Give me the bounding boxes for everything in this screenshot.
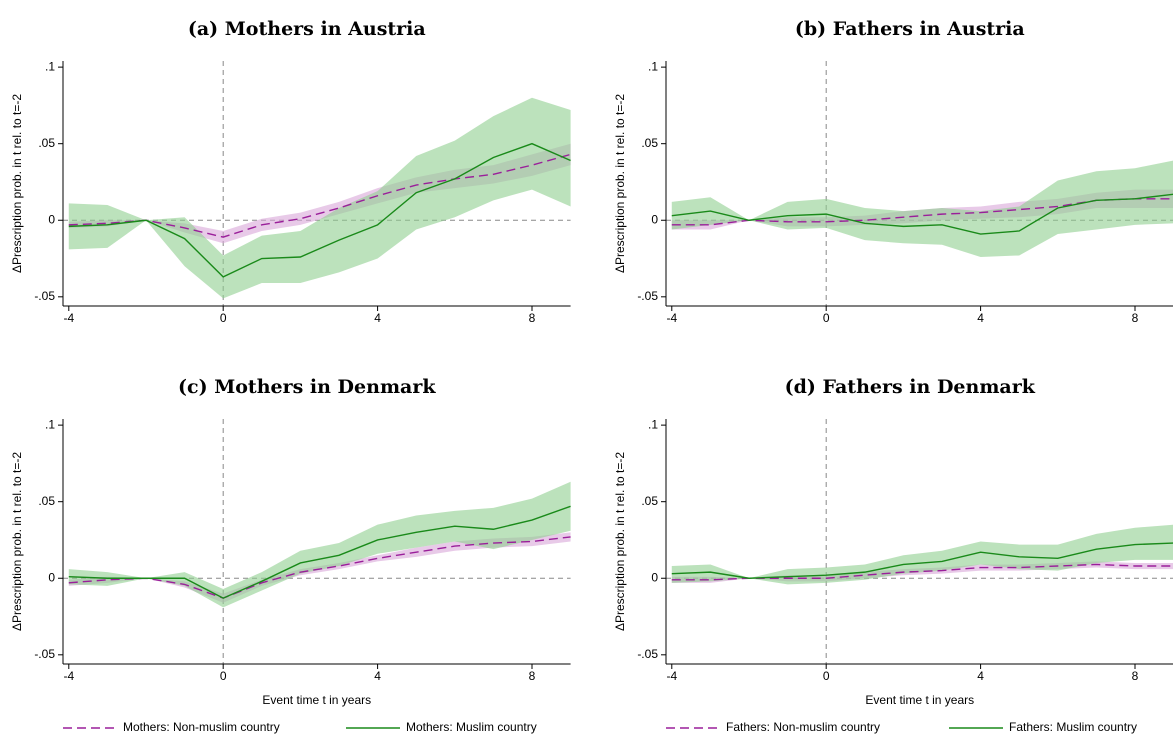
y-axis-label: ΔPrescription prob. in t rel. to t=-2: [10, 452, 24, 631]
confidence-band: [671, 524, 1173, 585]
y-axis-label: ΔPrescription prob. in t rel. to t=-2: [613, 452, 627, 631]
x-tick-label: 4: [977, 669, 984, 683]
panel: (d) Fathers in Denmark ΔPrescription prob…: [613, 376, 1173, 734]
x-tick-label: 0: [823, 669, 830, 683]
legend-label: Fathers: Muslim country: [1009, 720, 1137, 734]
y-tick-label: .1: [45, 417, 55, 431]
series-line: [671, 193, 1173, 235]
x-tick-label: 0: [823, 311, 830, 325]
y-tick-label: -.05: [34, 289, 55, 303]
legend-label: Mothers: Non-muslim country: [123, 720, 280, 734]
y-axis-label: ΔPrescription prob. in t rel. to t=-2: [613, 94, 627, 273]
y-tick-label: -.05: [34, 647, 55, 661]
y-tick-label: .05: [38, 136, 55, 150]
x-tick-label: 8: [1132, 669, 1139, 683]
panel-title: (c) Mothers in Denmark: [178, 376, 436, 398]
x-axis-label: Event time t in years: [865, 693, 974, 707]
y-tick-label: 0: [48, 570, 55, 584]
panel-title: (a) Mothers in Austria: [188, 18, 426, 40]
panel: (c) Mothers in Denmark ΔPrescription prob…: [10, 376, 571, 734]
y-tick-label: .05: [641, 136, 658, 150]
y-tick-label: .05: [641, 494, 658, 508]
confidence-band: [671, 160, 1173, 257]
y-tick-label: .1: [45, 59, 55, 73]
series-line: [68, 153, 571, 238]
series-line: [68, 536, 571, 599]
y-tick-label: 0: [48, 212, 55, 226]
x-tick-label: 4: [977, 311, 984, 325]
x-tick-label: 8: [529, 669, 536, 683]
series-line: [68, 142, 571, 278]
legend-label: Fathers: Non-muslim country: [726, 720, 880, 734]
x-tick-label: 8: [529, 311, 536, 325]
y-tick-label: 0: [651, 570, 658, 584]
x-tick-label: 4: [374, 669, 381, 683]
x-tick-label: 0: [220, 311, 227, 325]
y-tick-label: -.05: [637, 647, 658, 661]
panel: (b) Fathers in Austria ΔPrescription prob…: [613, 18, 1173, 325]
x-tick-label: -4: [666, 669, 677, 683]
confidence-band: [68, 97, 571, 299]
series-line: [671, 542, 1173, 579]
x-tick-label: 0: [220, 669, 227, 683]
panel-title: (d) Fathers in Denmark: [785, 376, 1036, 398]
y-tick-label: .1: [648, 417, 658, 431]
panel-title: (b) Fathers in Austria: [795, 18, 1025, 40]
confidence-band: [68, 481, 571, 608]
y-tick-label: 0: [651, 212, 658, 226]
y-tick-label: .05: [38, 494, 55, 508]
panel: (a) Mothers in Austria ΔPrescription prob…: [10, 18, 571, 325]
series-line: [68, 505, 571, 599]
y-tick-label: .1: [648, 59, 658, 73]
x-tick-label: -4: [63, 311, 74, 325]
x-tick-label: -4: [666, 311, 677, 325]
y-axis-label: ΔPrescription prob. in t rel. to t=-2: [10, 94, 24, 273]
x-tick-label: -4: [63, 669, 74, 683]
x-tick-label: 8: [1132, 311, 1139, 325]
y-tick-label: -.05: [637, 289, 658, 303]
x-tick-label: 4: [374, 311, 381, 325]
x-axis-label: Event time t in years: [262, 693, 371, 707]
legend-label: Mothers: Muslim country: [406, 720, 537, 734]
